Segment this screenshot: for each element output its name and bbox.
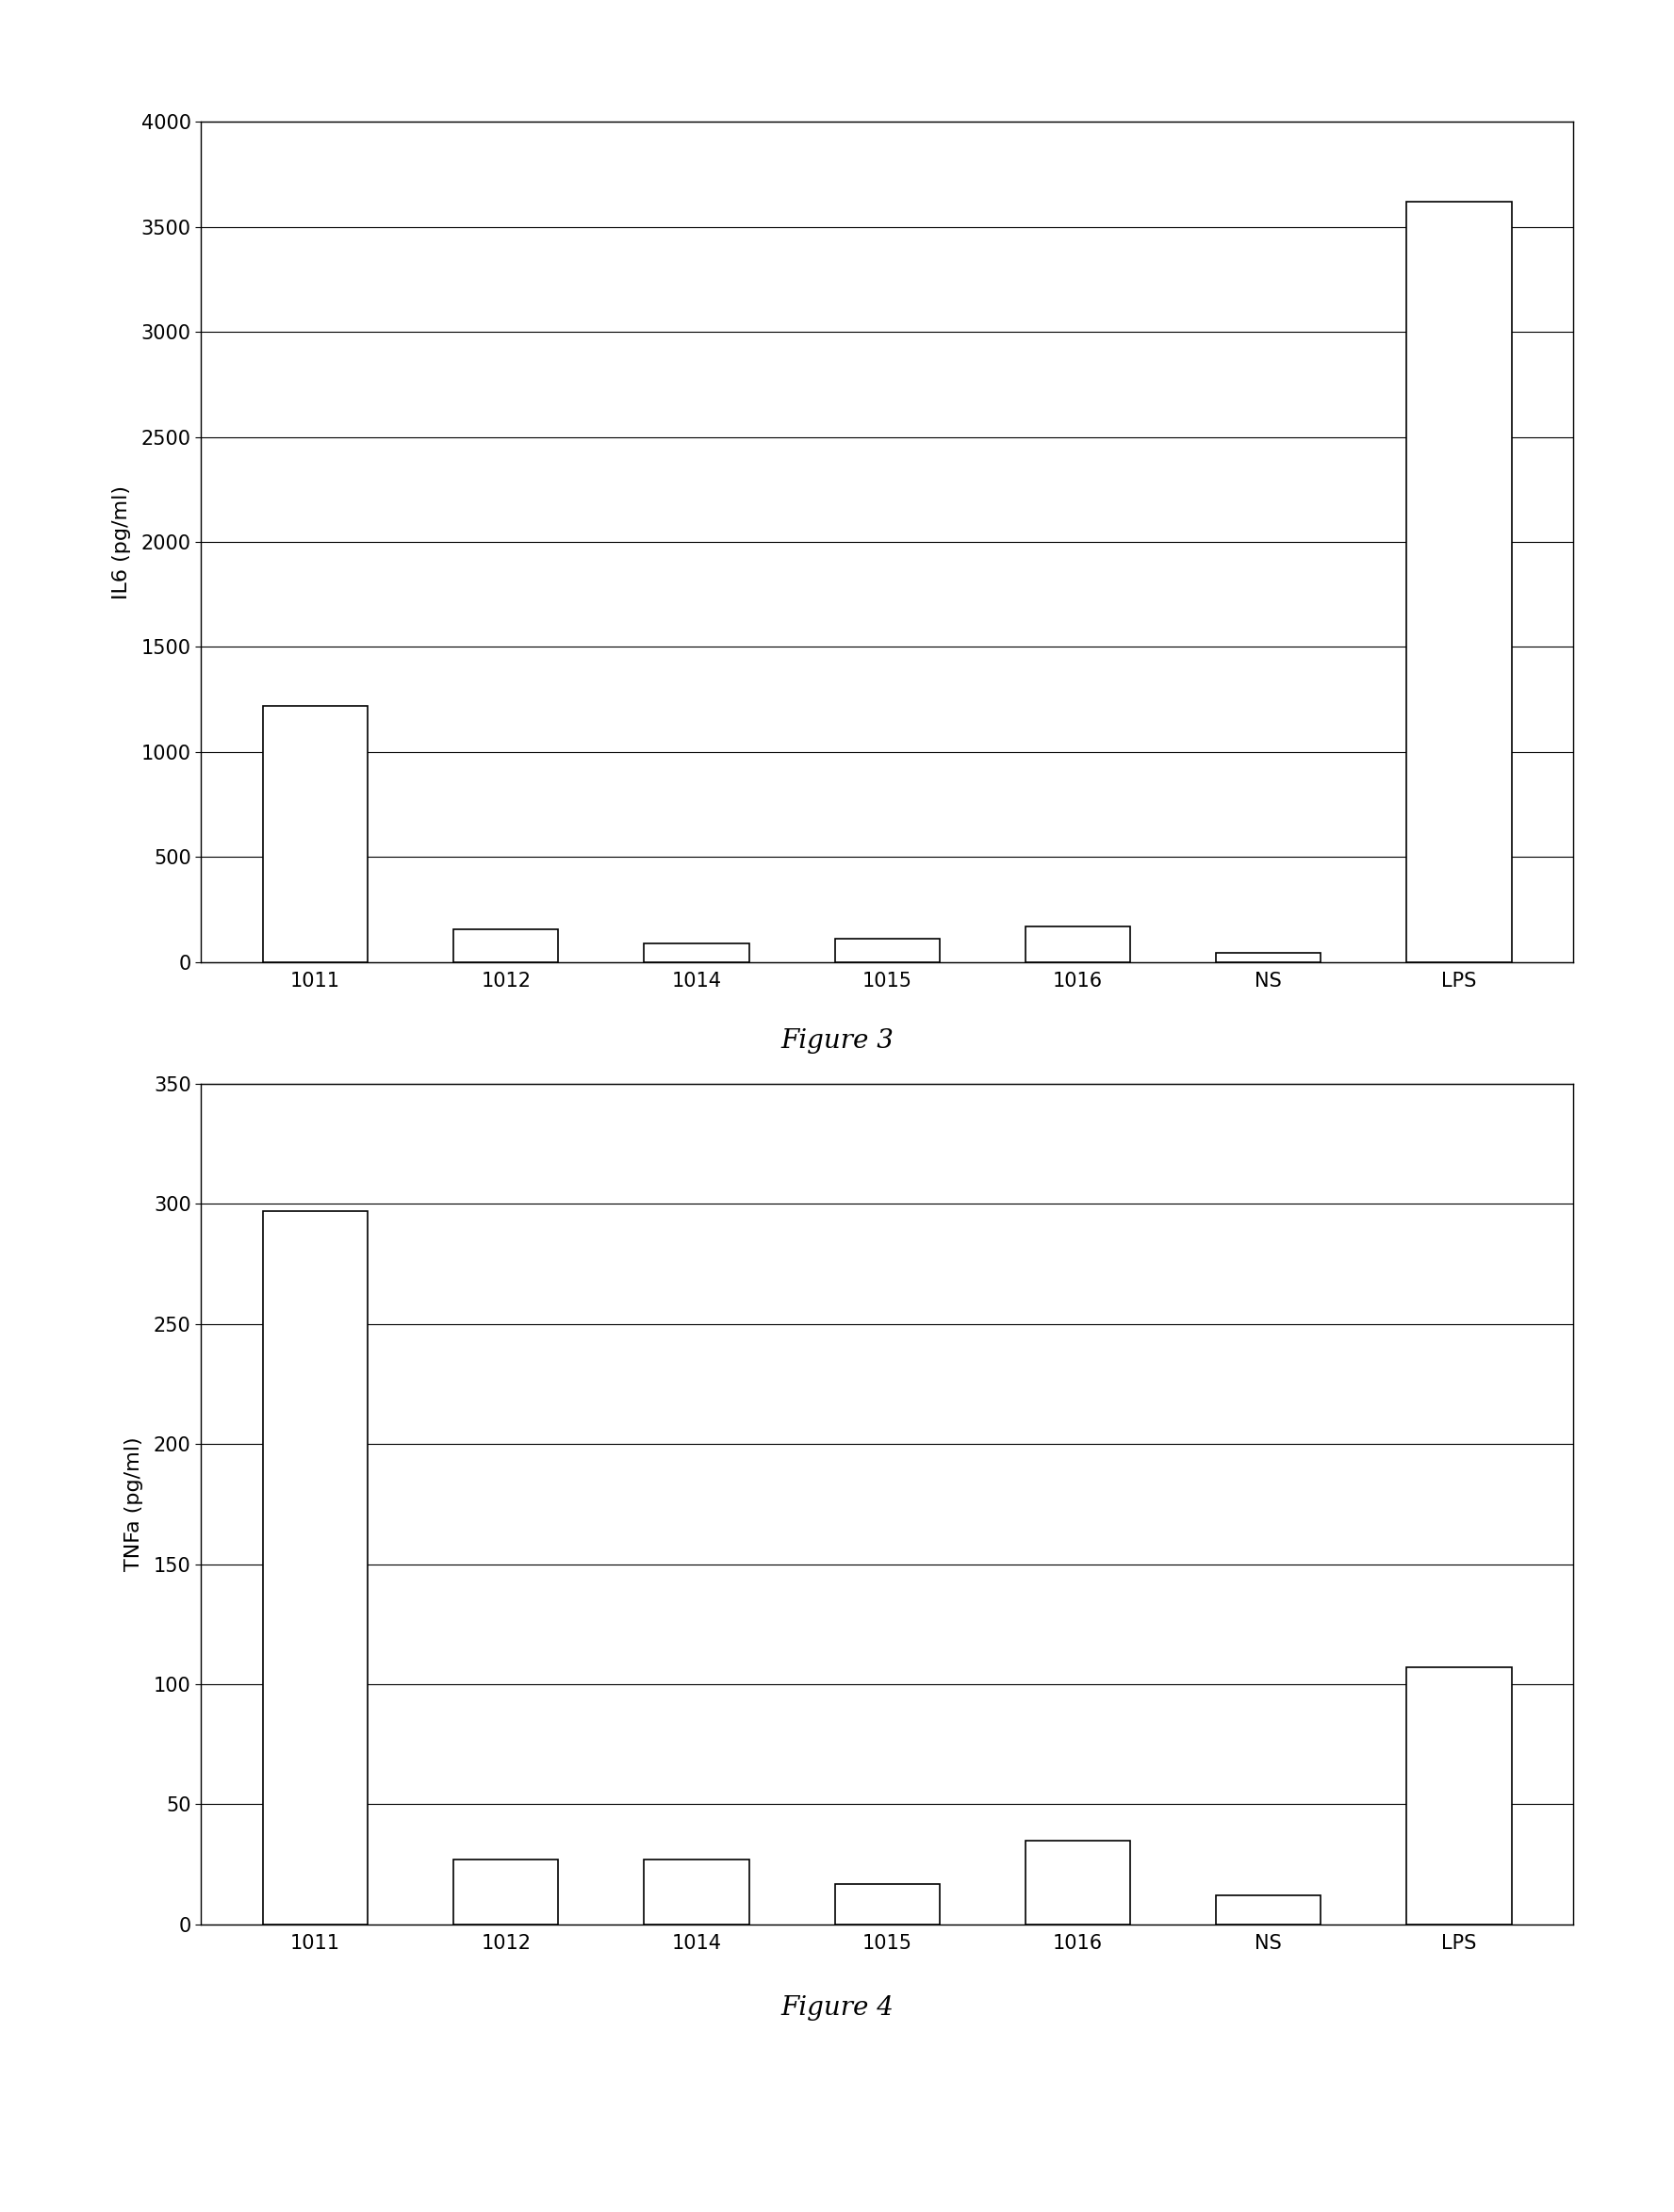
Bar <box>835 1885 939 1924</box>
Bar <box>1215 953 1321 962</box>
Y-axis label: IL6 (pg/ml): IL6 (pg/ml) <box>112 484 131 599</box>
Bar <box>1215 1896 1321 1924</box>
Y-axis label: TNFa (pg/ml): TNFa (pg/ml) <box>124 1438 142 1571</box>
Bar <box>263 1212 368 1924</box>
Bar <box>454 1860 559 1924</box>
Bar <box>1406 201 1512 962</box>
Bar <box>263 706 368 962</box>
Bar <box>644 942 748 962</box>
Bar <box>1026 927 1130 962</box>
Text: Figure 3: Figure 3 <box>780 1029 894 1055</box>
Bar <box>835 940 939 962</box>
Bar <box>454 929 559 962</box>
Bar <box>1026 1840 1130 1924</box>
Text: Figure 4: Figure 4 <box>780 1995 894 2022</box>
Bar <box>1406 1668 1512 1924</box>
Bar <box>644 1860 748 1924</box>
